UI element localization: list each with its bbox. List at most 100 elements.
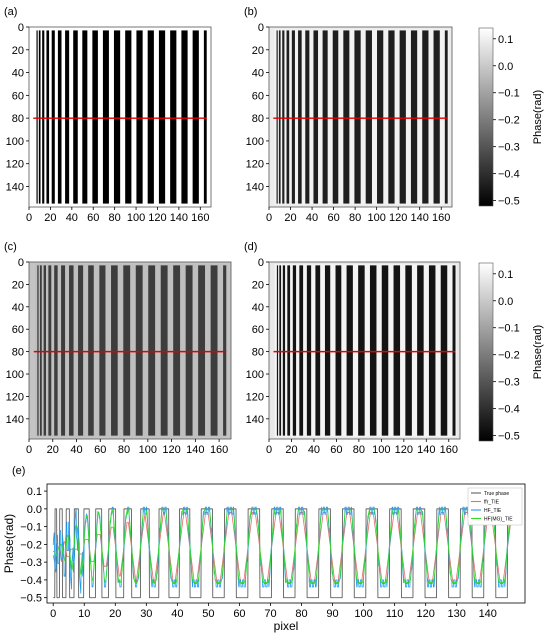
x-tick-label: 140 (411, 212, 429, 224)
x-tick-label: 20 (284, 212, 296, 224)
y-tick-label: 80 (252, 347, 264, 359)
stripe-bar (82, 30, 88, 204)
stripe-bar (388, 30, 395, 204)
stripe-bar (192, 30, 199, 204)
colorbar-tick-label: −0.2 (498, 115, 520, 127)
stripe-bar (282, 265, 286, 436)
image-frame (28, 26, 212, 208)
stripe-bar (125, 30, 132, 204)
y-tick-label: 120 (6, 159, 24, 171)
x-tick-label: 110 (386, 608, 404, 620)
stripe-bar (292, 265, 297, 436)
stripe-bar (381, 265, 389, 436)
x-tick-label: 70 (264, 608, 276, 620)
panel-label: (a) (4, 6, 17, 18)
stripe-bar (440, 265, 448, 436)
y-tick-label: 120 (6, 391, 24, 403)
legend-entry: ffr_TIE (484, 500, 500, 506)
stripe-bar (57, 30, 62, 204)
x-tick-label: 140 (417, 444, 435, 456)
stripe-bar (358, 265, 365, 436)
colorbar-tick-label: −0.3 (498, 142, 520, 154)
x-tick-label: 20 (109, 608, 121, 620)
y-tick-label: 20 (252, 45, 264, 57)
stripe-bar (36, 30, 38, 204)
stripe-gap-region (34, 264, 228, 437)
legend-entry: True phase (484, 491, 509, 497)
colorbar-tick-label: −0.3 (498, 377, 520, 389)
stripe-bar (335, 265, 342, 436)
series-line (52, 509, 519, 583)
x-tick-label: 90 (326, 608, 338, 620)
stripe-bar (377, 30, 384, 204)
y-tick-label: 80 (252, 113, 264, 125)
stripe-gap-region (274, 29, 449, 205)
colorbar-tick-label: −0.5 (498, 431, 520, 443)
y-tick-label: 80 (12, 347, 24, 359)
stripe-bar (298, 30, 302, 204)
x-tick-label: 60 (87, 212, 99, 224)
x-tick-label: 40 (306, 212, 318, 224)
x-tick-label: 120 (416, 608, 434, 620)
y-tick-label: 0 (258, 257, 264, 269)
panel-label: (b) (244, 6, 257, 18)
legend-entry: HF_TIE (484, 508, 502, 514)
stripe-bar (324, 265, 331, 436)
colorbar-tick-label: −0.4 (498, 404, 520, 416)
colorbar-tick-label: −0.1 (498, 323, 520, 335)
x-tick-label: 160 (191, 212, 209, 224)
colorbar-tick-label: −0.2 (498, 350, 520, 362)
x-tick-label: 30 (140, 608, 152, 620)
x-tick-label: 130 (448, 608, 466, 620)
stripe-bar (369, 265, 377, 436)
stripe-bar (99, 265, 106, 436)
x-tick-label: 60 (233, 608, 245, 620)
x-tick-label: 40 (171, 608, 183, 620)
stripe-bar (346, 265, 353, 436)
colorbars: 0.10.0−0.1−0.2−0.3−0.4−0.5Phase(rad)0.10… (478, 27, 544, 443)
stripe-bar (148, 265, 156, 436)
x-tick-label: 160 (210, 444, 228, 456)
colorbar-tick-label: −0.4 (498, 169, 520, 181)
x-tick-label: 60 (330, 444, 342, 456)
colorbar-1: 0.1 0.0 −0.1 −0.2 −0.3 −0.4 −0.5 Phase(rad) (478, 27, 544, 208)
stripe-bar (276, 30, 278, 204)
stripe-bar (343, 30, 350, 204)
x-tick-label: 40 (70, 444, 82, 456)
colorbar-tick-label: 0.1 (498, 34, 513, 46)
stripe-bar (39, 265, 42, 436)
y-tick-label: 100 (6, 369, 24, 381)
y-tick-label: 40 (252, 302, 264, 314)
stripe-bar (332, 30, 339, 204)
x-tick-label: 80 (118, 444, 130, 456)
x-tick-label: 120 (389, 212, 407, 224)
stripe-bar (42, 30, 45, 204)
stripe-bar (405, 265, 412, 436)
y-tick-label: 60 (252, 324, 264, 336)
x-tick-label: 100 (367, 212, 385, 224)
panel-2: 0 20 40 60 80 100 120 140 160 0 20 40 60 80 100 120 140 (… (4, 241, 232, 456)
stripe-bar (123, 265, 131, 436)
y-tick-label: 0.1 (27, 486, 42, 498)
x-tick-label: 80 (353, 444, 365, 456)
stripe-bar (315, 265, 321, 436)
stripe-gap-region (274, 264, 457, 437)
y-tick-label: 100 (246, 369, 264, 381)
stripe-bar (136, 30, 143, 204)
x-tick-label: 0 (266, 212, 272, 224)
x-tick-label: 60 (327, 212, 339, 224)
y-tick-label: 20 (12, 279, 24, 291)
x-tick-label: 20 (47, 444, 59, 456)
y-tick-label: 140 (246, 181, 264, 193)
x-tick-label: 0 (26, 444, 32, 456)
y-tick-label: 60 (12, 90, 24, 102)
stripe-bar (410, 30, 418, 204)
stripe-bar (223, 265, 227, 436)
stripe-bar (322, 30, 328, 204)
stripe-bar (48, 265, 52, 436)
stripe-bar (102, 30, 109, 204)
y-tick-label: 140 (246, 414, 264, 426)
stripe-bar (393, 265, 401, 436)
stripe-bar (111, 265, 118, 436)
